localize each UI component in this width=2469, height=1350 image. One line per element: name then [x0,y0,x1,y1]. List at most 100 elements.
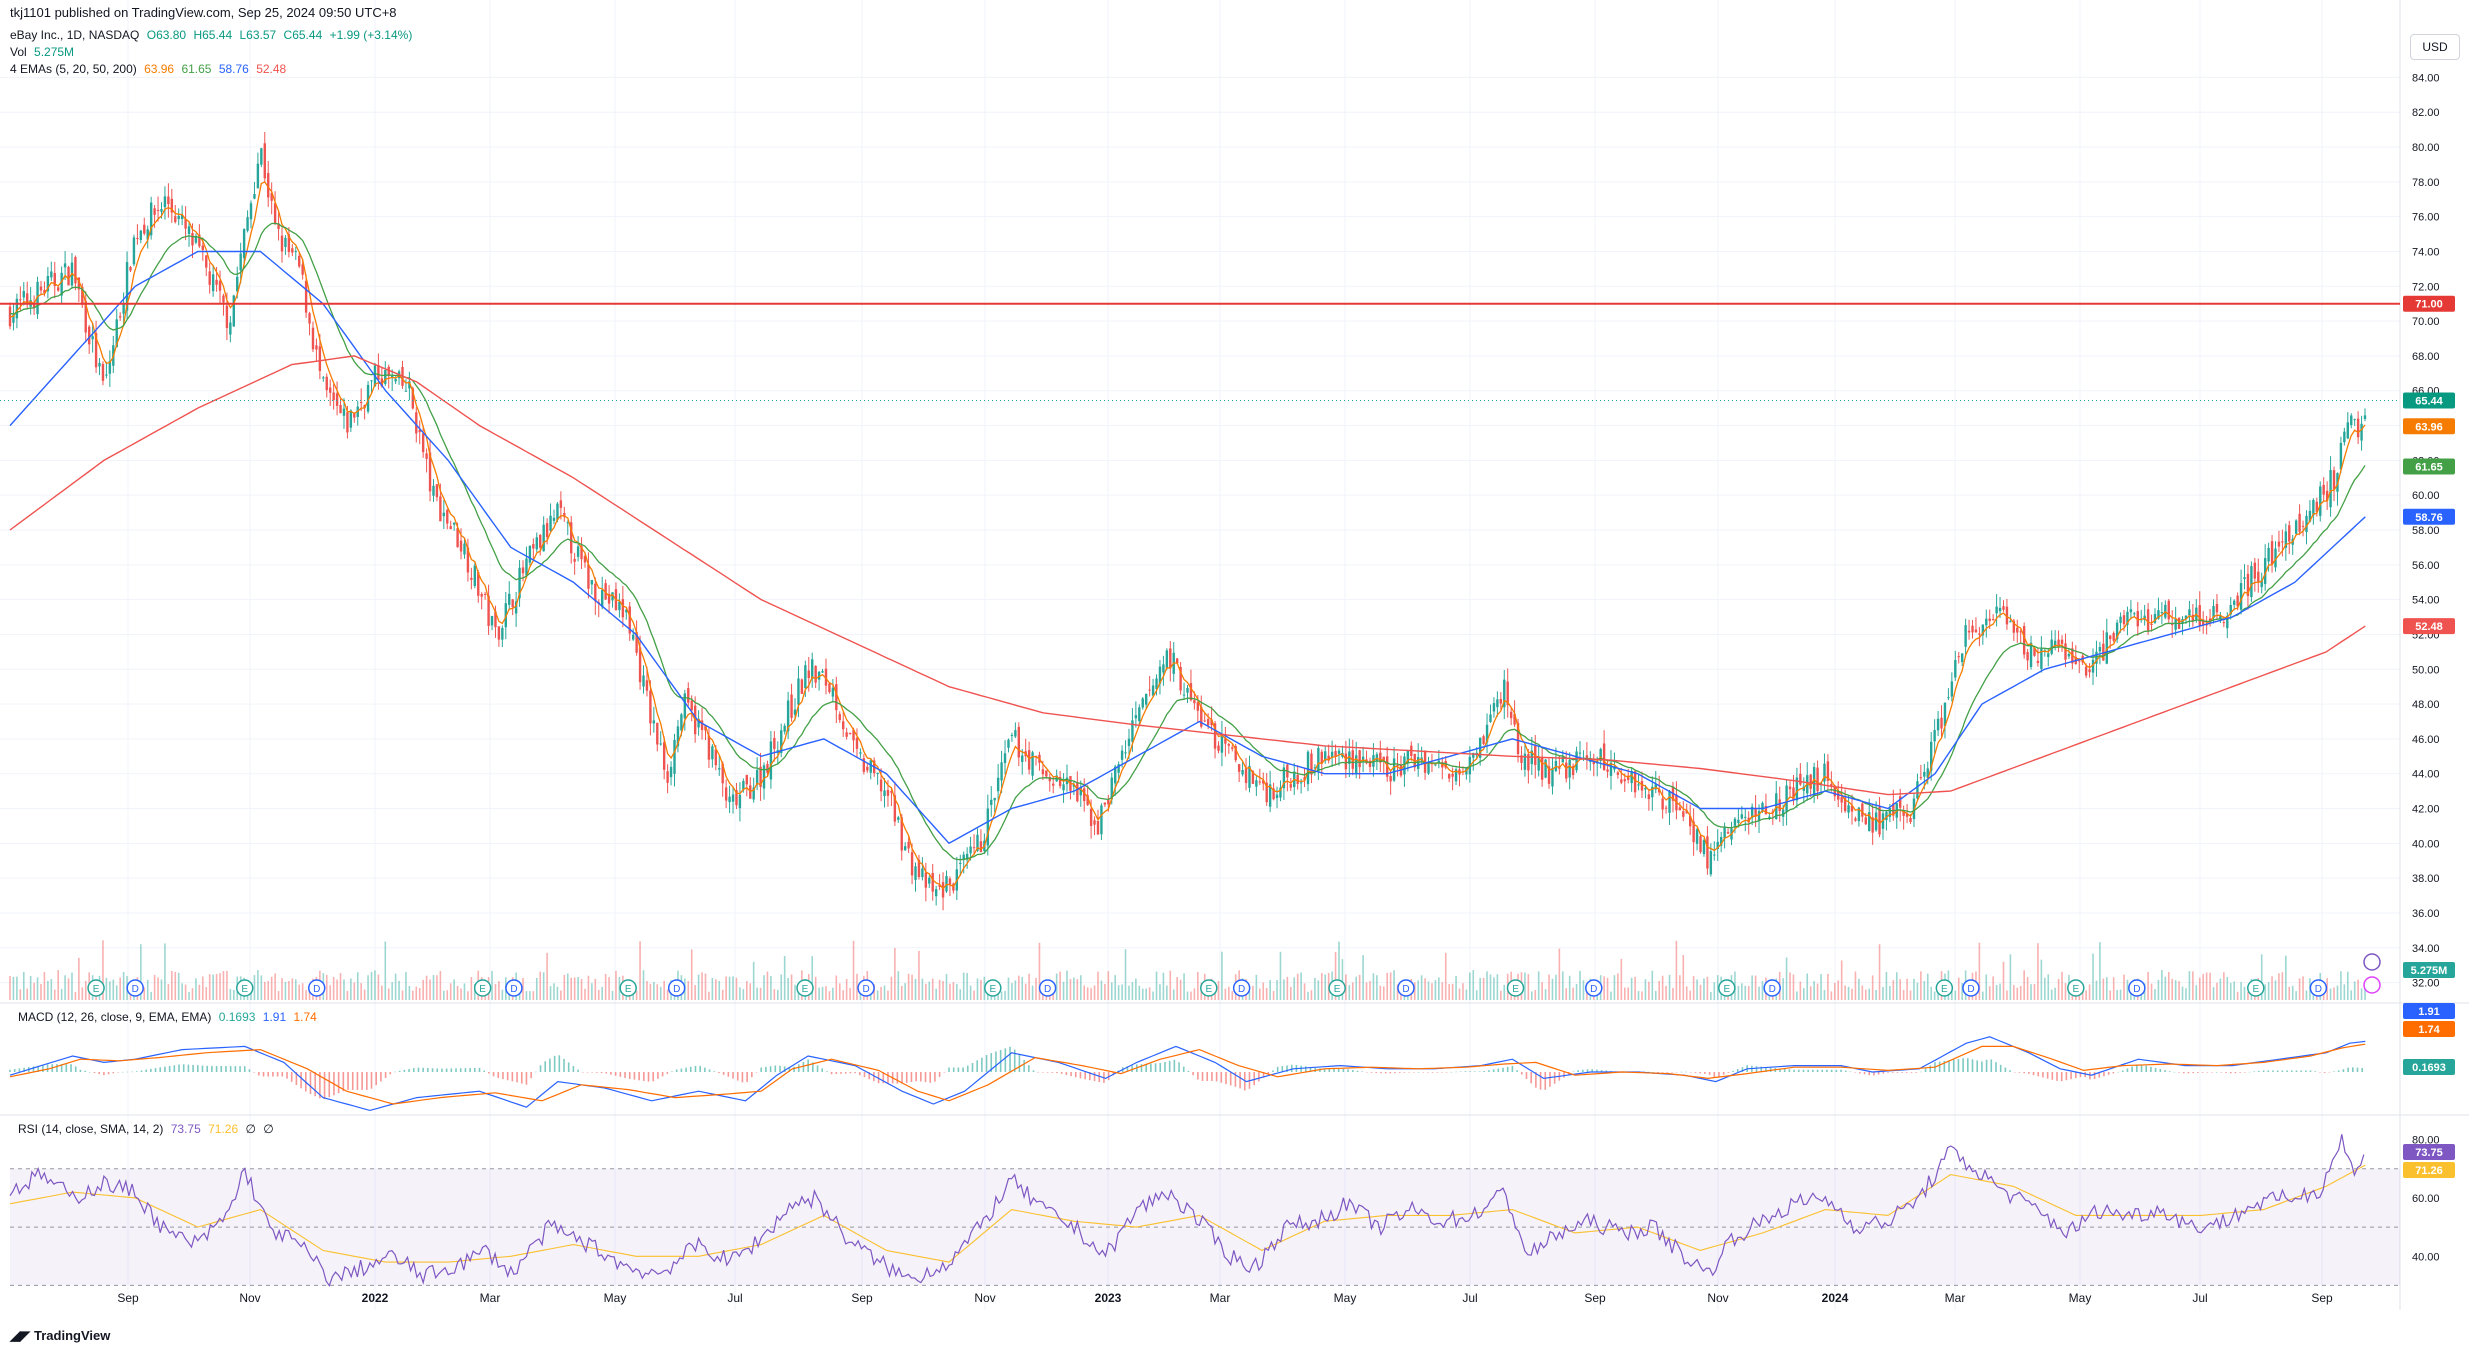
dividend-marker[interactable]: D [857,979,875,997]
candle-body [773,737,776,749]
volume-legend[interactable]: Vol 5.275M [10,44,416,60]
earnings-marker-letter: E [1334,984,1341,995]
earnings-marker[interactable]: E [1328,979,1346,997]
volume-bar [1417,980,1419,1000]
macd-histogram-bar [2267,1070,2270,1072]
candle-body [552,517,556,521]
volume-bar [649,983,652,1000]
candle-body [211,274,215,292]
price-pane[interactable] [0,131,2400,911]
volume-bar [659,986,662,1000]
volume-bar [229,988,232,1000]
volume-bar [1248,990,1251,1000]
macd-histogram-bar [1859,1072,1861,1074]
candle-body [921,868,924,878]
candle-body [1668,791,1671,813]
macd-pane[interactable] [9,1036,2366,1112]
price-axis[interactable]: 32.0034.0036.0038.0040.0042.0044.0046.00… [2412,72,2440,1263]
macd-histogram-bar [2225,1072,2227,1073]
symbol-legend[interactable]: eBay Inc., 1D, NASDAQ O63.80 H65.44 L63.… [10,27,416,43]
dividend-marker[interactable]: D [126,979,144,997]
candle-body [1107,799,1110,805]
earnings-marker[interactable]: E [236,979,254,997]
split-event-icon[interactable] [2363,976,2381,994]
rsi-legend[interactable]: RSI (14, close, SMA, 14, 2) 73.75 71.26 … [18,1122,278,1136]
candle-body [800,679,804,694]
macd-legend[interactable]: MACD (12, 26, close, 9, EMA, EMA) 0.1693… [18,1010,321,1024]
earnings-marker[interactable]: E [1718,979,1736,997]
candle-body [1224,738,1227,744]
time-axis[interactable]: Sep Nov 2022 Mar May Jul Sep Nov 2023 Mar May Jul Se… [117,1291,2333,1305]
dividend-marker[interactable]: D [2309,979,2328,997]
macd-histogram-bar [830,1072,833,1075]
candle-body [1368,760,1372,767]
ema-legend[interactable]: 4 EMAs (5, 20, 50, 200) 63.96 61.65 58.7… [10,61,416,77]
earnings-marker[interactable]: E [473,979,492,997]
macd-histogram-bar [13,1069,16,1072]
macd-histogram-bar [2154,1067,2157,1072]
currency-button[interactable]: USD [2410,34,2460,60]
volume-bar [556,986,559,1000]
tradingview-logo[interactable]: ◢◤ TradingView [10,1328,110,1344]
candle-body [842,721,845,730]
candle-body [1520,755,1523,763]
dividend-marker[interactable]: D [1038,979,1057,997]
macd-histogram-bar [1436,1072,1439,1073]
earnings-marker[interactable]: E [619,979,637,997]
ema50-line [9,250,2366,845]
dividend-marker[interactable]: D [1763,979,1781,997]
macd-histogram-bar [18,1068,21,1072]
event-markers[interactable]: E E E E E E E E E E E E ED D D D D D D D D D D D D [87,953,2381,997]
earnings-marker[interactable]: E [1935,979,1954,997]
macd-histogram-bar [807,1059,809,1072]
dividend-marker[interactable]: D [667,979,686,997]
volume-bar [26,988,29,1000]
earnings-marker[interactable]: E [796,979,814,997]
rsi-tick-label: 40.00 [2412,1251,2440,1263]
earnings-marker[interactable]: E [2247,979,2265,997]
volume-bar [2274,980,2277,1000]
dividend-marker[interactable]: D [1397,979,1415,997]
earnings-marker[interactable]: E [1506,979,1525,997]
macd-histogram-bar [1220,1072,1223,1083]
rsi-pane[interactable] [9,1134,2400,1288]
earnings-marker[interactable]: E [2067,979,2085,997]
volume-bar [1761,981,1764,1000]
candle-body [428,452,432,492]
candle-body [1151,685,1155,696]
candle-body [1647,794,1651,800]
dividend-marker[interactable]: D [2128,979,2146,997]
volume-bar [959,989,962,1000]
macd-histogram-bar [173,1065,176,1072]
dividend-marker[interactable]: D [505,979,523,997]
candle-body [1960,653,1964,663]
macd-histogram-bar [2056,1072,2058,1081]
earnings-marker[interactable]: E [87,979,105,997]
candle-body [149,202,153,236]
candle-body [442,512,446,517]
upcoming-event-icon[interactable] [2363,953,2381,971]
dividend-marker[interactable]: D [1585,979,1603,997]
candle-body [19,299,22,301]
macd-histogram-bar [1901,1072,1903,1073]
dividend-marker[interactable]: D [1232,979,1251,997]
volume-bar [880,986,882,1000]
volume-bar [814,976,817,1000]
earnings-marker[interactable]: E [1200,979,1218,997]
macd-histogram-bar [145,1069,147,1072]
macd-histogram-bar [1657,1072,1659,1073]
volume-bar [291,978,294,1000]
candle-body [81,286,84,305]
candle-body [1699,836,1702,853]
earnings-marker[interactable]: E [984,979,1002,997]
dividend-marker[interactable]: D [307,979,326,997]
candle-body [1062,784,1065,791]
dividend-marker[interactable]: D [1962,979,1980,997]
macd-histogram-bar [901,1072,903,1084]
macd-histogram-bar [699,1065,701,1072]
volume-bar [1758,986,1760,1000]
volume-bar [2167,971,2170,1000]
macd-histogram-bar [1403,1072,1406,1073]
symbol-title[interactable]: eBay Inc., 1D, NASDAQ [10,28,140,42]
